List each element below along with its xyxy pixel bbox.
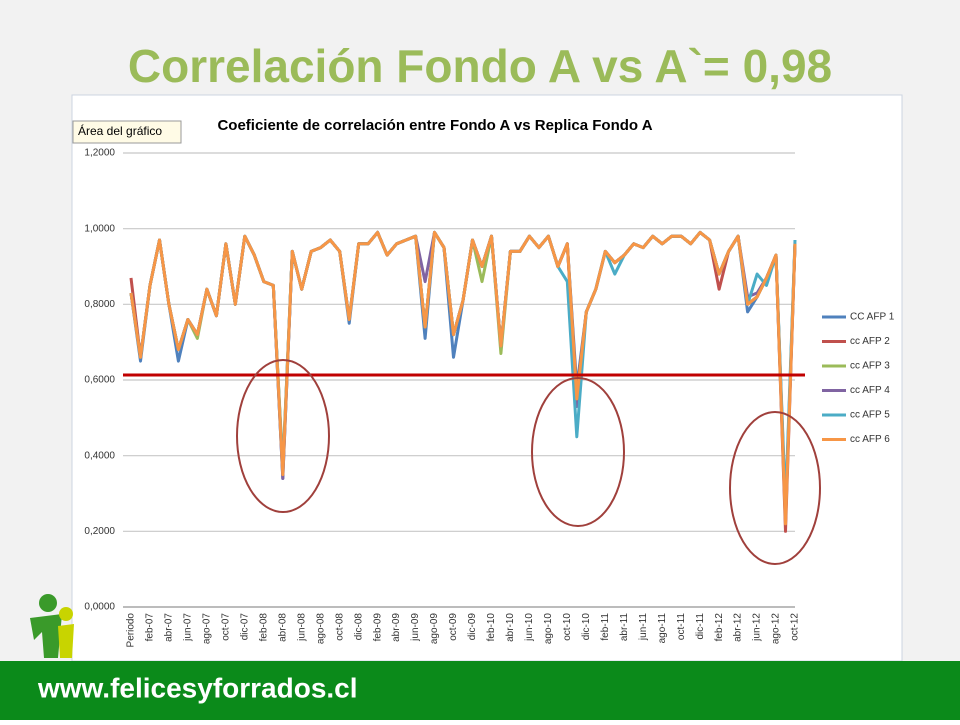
x-tick-label: ago-08: [315, 613, 326, 645]
x-tick-label: abr-10: [505, 613, 516, 642]
legend-label: cc AFP 2: [850, 336, 890, 347]
legend-label: cc AFP 5: [850, 410, 890, 421]
tooltip: Área del gráfico: [78, 123, 162, 138]
x-tick-label: ago-11: [657, 613, 668, 644]
x-tick-label: jun-07: [183, 613, 194, 642]
x-tick-label: oct-10: [562, 613, 573, 641]
x-tick-label: ago-12: [771, 613, 782, 645]
x-tick-label: jun-10: [524, 613, 535, 642]
x-tick-label: abr-08: [277, 613, 288, 642]
x-tick-label: oct-09: [448, 613, 459, 641]
x-tick-label: feb-08: [258, 613, 269, 642]
legend-label: cc AFP 4: [850, 385, 890, 396]
y-tick-label: 0,8000: [84, 299, 115, 310]
x-tick-label: feb-10: [486, 613, 497, 642]
y-tick-label: 1,2000: [84, 148, 115, 159]
footer-url: www.felicesyforrados.cl: [37, 672, 358, 703]
chart-title: Coeficiente de correlación entre Fondo A…: [217, 117, 652, 134]
x-tick-label: dic-10: [581, 613, 592, 641]
x-tick-label: dic-11: [695, 613, 706, 640]
x-tick-label: oct-08: [334, 613, 345, 641]
series-line: [129, 230, 797, 526]
legend-label: CC AFP 1: [850, 312, 895, 323]
x-tick-label: dic-07: [239, 613, 250, 641]
legend-label: cc AFP 3: [850, 361, 890, 372]
y-tick-label: 1,0000: [84, 223, 115, 234]
x-tick-label: feb-07: [145, 613, 156, 642]
x-tick-label: jun-09: [410, 613, 421, 642]
x-tick-label: ago-09: [429, 613, 440, 645]
x-tick-label: oct-07: [220, 613, 231, 641]
highlight-ellipse: [236, 359, 330, 513]
x-tick-label: abr-07: [164, 613, 175, 642]
y-tick-label: 0,2000: [84, 526, 115, 537]
highlight-ellipse: [729, 411, 821, 565]
y-tick-label: 0,4000: [84, 450, 115, 461]
x-tick-label: jun-11: [638, 613, 649, 641]
x-tick-label: abr-12: [733, 613, 744, 642]
highlight-ellipse: [531, 377, 625, 527]
x-tick-label: feb-09: [372, 613, 383, 642]
x-tick-label: jun-08: [296, 613, 307, 642]
x-tick-label: dic-09: [467, 613, 478, 641]
footer-band: [0, 661, 960, 720]
plot: 0,0000 0,2000 0,4000 0,6000 0,8000 1,0000 1,20…: [84, 148, 894, 648]
x-tick-label: oct-11: [676, 613, 687, 640]
x-tick-label: Periodo: [126, 613, 137, 648]
legend-label: cc AFP 6: [850, 434, 890, 445]
x-tick-label: dic-08: [353, 613, 364, 641]
logo: [30, 594, 74, 658]
x-tick-label: ago-07: [202, 613, 213, 645]
x-tick-label: ago-10: [543, 613, 554, 645]
x-tick-label: feb-12: [714, 613, 725, 642]
x-tick-label: abr-11: [619, 613, 630, 642]
x-tick-label: jun-12: [752, 613, 763, 642]
tooltip-box: [72, 120, 182, 144]
y-tick-label: 0,0000: [84, 602, 115, 613]
x-tick-label: abr-09: [391, 613, 402, 642]
chart-frame: [71, 94, 903, 662]
y-tick-label: 0,6000: [84, 375, 115, 386]
slide-title: Correlación Fondo A vs A`= 0,98: [128, 40, 832, 92]
x-tick-label: feb-11: [600, 613, 611, 641]
x-tick-label: oct-12: [790, 613, 801, 641]
